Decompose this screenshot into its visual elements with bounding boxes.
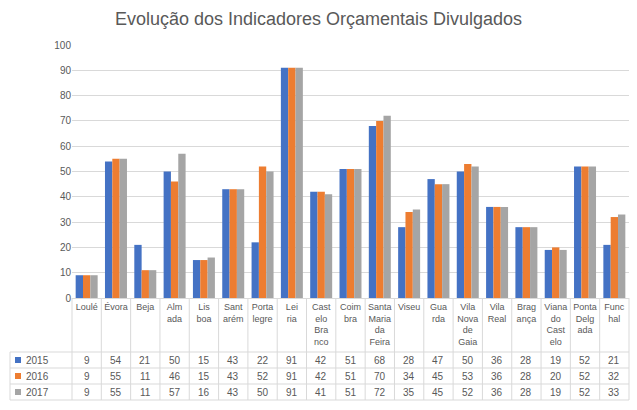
svg-text:Santarém: Santarém	[223, 302, 244, 324]
svg-text:PontaDelgada: PontaDelgada	[573, 302, 597, 335]
svg-text:40: 40	[60, 191, 72, 202]
svg-text:19: 19	[550, 387, 562, 398]
svg-text:2016: 2016	[26, 371, 49, 382]
svg-text:11: 11	[140, 387, 151, 398]
svg-text:52: 52	[462, 387, 474, 398]
svg-text:15: 15	[198, 371, 210, 382]
svg-text:68: 68	[374, 355, 386, 366]
svg-text:50: 50	[257, 387, 269, 398]
svg-text:Almada: Almada	[167, 302, 183, 324]
svg-text:60: 60	[60, 141, 72, 152]
svg-text:2017: 2017	[26, 387, 49, 398]
svg-text:35: 35	[403, 387, 415, 398]
svg-text:Coimbra: Coimbra	[340, 302, 361, 324]
svg-text:33: 33	[608, 387, 620, 398]
svg-text:21: 21	[139, 355, 151, 366]
svg-text:20: 20	[60, 242, 72, 253]
svg-text:42: 42	[315, 371, 327, 382]
svg-text:43: 43	[227, 355, 239, 366]
svg-text:Viseu: Viseu	[398, 302, 420, 312]
svg-text:91: 91	[286, 387, 298, 398]
svg-text:11: 11	[140, 371, 151, 382]
svg-text:100: 100	[54, 40, 71, 51]
svg-text:0: 0	[65, 293, 71, 304]
svg-text:41: 41	[315, 387, 327, 398]
svg-text:Evolução dos Indicadores Orçam: Evolução dos Indicadores Orçamentais Div…	[115, 9, 522, 29]
svg-text:VianadoCastelo: VianadoCastelo	[544, 302, 567, 347]
svg-text:51: 51	[345, 355, 357, 366]
svg-text:28: 28	[403, 355, 415, 366]
svg-text:57: 57	[169, 387, 181, 398]
svg-text:Bragança: Bragança	[517, 302, 537, 324]
svg-text:36: 36	[491, 387, 503, 398]
svg-text:52: 52	[579, 387, 591, 398]
svg-text:15: 15	[198, 355, 210, 366]
svg-text:80: 80	[60, 90, 72, 101]
svg-text:51: 51	[345, 371, 357, 382]
svg-text:Guarda: Guarda	[430, 302, 447, 324]
svg-text:45: 45	[432, 371, 444, 382]
svg-text:Funchal: Funchal	[604, 302, 625, 324]
svg-text:36: 36	[491, 371, 503, 382]
svg-text:45: 45	[432, 387, 444, 398]
svg-text:42: 42	[315, 355, 327, 366]
svg-text:28: 28	[520, 387, 532, 398]
svg-text:9: 9	[84, 355, 90, 366]
svg-text:32: 32	[608, 371, 620, 382]
svg-text:55: 55	[110, 371, 122, 382]
svg-text:52: 52	[579, 355, 591, 366]
svg-text:20: 20	[550, 371, 562, 382]
svg-text:16: 16	[198, 387, 210, 398]
svg-text:51: 51	[345, 387, 357, 398]
svg-text:21: 21	[608, 355, 620, 366]
svg-text:43: 43	[227, 371, 239, 382]
svg-text:53: 53	[462, 371, 474, 382]
svg-text:28: 28	[520, 355, 532, 366]
svg-text:Évora: Évora	[104, 302, 128, 312]
svg-text:52: 52	[579, 371, 591, 382]
svg-text:70: 70	[60, 115, 72, 126]
svg-text:34: 34	[403, 371, 415, 382]
svg-text:10: 10	[60, 267, 72, 278]
svg-text:VilaReal: VilaReal	[488, 302, 507, 324]
svg-text:47: 47	[432, 355, 444, 366]
svg-text:91: 91	[286, 355, 298, 366]
svg-text:2015: 2015	[26, 355, 49, 366]
svg-text:70: 70	[374, 371, 386, 382]
svg-text:91: 91	[286, 371, 298, 382]
svg-text:Portalegre: Portalegre	[252, 302, 274, 324]
svg-text:72: 72	[374, 387, 386, 398]
svg-text:28: 28	[520, 371, 532, 382]
svg-text:50: 50	[60, 166, 72, 177]
svg-text:90: 90	[60, 65, 72, 76]
svg-text:50: 50	[169, 355, 181, 366]
svg-text:36: 36	[491, 355, 503, 366]
svg-text:9: 9	[84, 387, 90, 398]
svg-text:Lisboa: Lisboa	[196, 302, 211, 324]
svg-text:30: 30	[60, 217, 72, 228]
svg-text:52: 52	[257, 371, 269, 382]
svg-text:50: 50	[462, 355, 474, 366]
svg-text:SantaMariadaFeira: SantaMariadaFeira	[368, 302, 392, 347]
svg-text:19: 19	[550, 355, 562, 366]
svg-text:55: 55	[110, 387, 122, 398]
svg-text:CasteloBranco: CasteloBranco	[312, 302, 331, 347]
svg-text:VilaNovadeGaia: VilaNovadeGaia	[457, 302, 478, 347]
svg-text:9: 9	[84, 371, 90, 382]
svg-text:22: 22	[257, 355, 269, 366]
svg-text:Leiria: Leiria	[286, 302, 298, 324]
svg-text:54: 54	[110, 355, 122, 366]
svg-text:Loulé: Loulé	[76, 302, 98, 312]
svg-text:46: 46	[169, 371, 181, 382]
svg-text:Beja: Beja	[136, 302, 154, 312]
svg-text:43: 43	[227, 387, 239, 398]
